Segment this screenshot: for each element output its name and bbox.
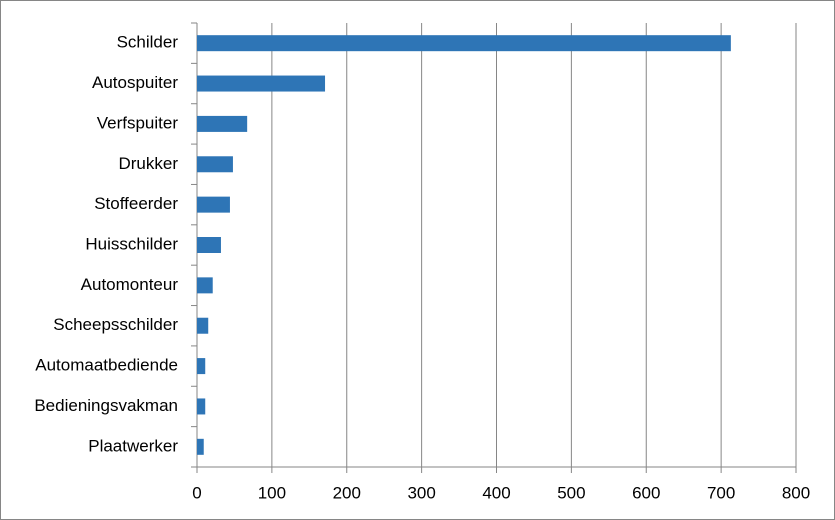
y-tick-label: Automonteur bbox=[81, 275, 179, 294]
x-tick-label: 600 bbox=[632, 483, 660, 502]
y-tick-label: Scheepsschilder bbox=[53, 315, 178, 334]
y-tick-label: Verfspuiter bbox=[97, 113, 179, 132]
y-tick-label: Schilder bbox=[117, 33, 179, 52]
bar bbox=[197, 156, 233, 173]
bar bbox=[197, 196, 230, 213]
bar bbox=[197, 358, 206, 375]
bar bbox=[197, 277, 213, 294]
bar bbox=[197, 398, 206, 415]
bar bbox=[197, 237, 221, 253]
bar bbox=[197, 75, 326, 92]
x-tick-label: 500 bbox=[557, 483, 585, 502]
x-tick-label: 700 bbox=[707, 483, 735, 502]
x-tick-label: 800 bbox=[782, 483, 810, 502]
x-tick-label: 200 bbox=[333, 483, 361, 502]
x-tick-label: 300 bbox=[407, 483, 435, 502]
y-tick-label: Drukker bbox=[118, 154, 178, 173]
y-tick-label: Plaatwerker bbox=[88, 436, 178, 455]
x-tick-label: 0 bbox=[192, 483, 201, 502]
y-tick-label: Bedieningsvakman bbox=[34, 396, 178, 415]
y-tick-label: Huisschilder bbox=[85, 234, 178, 253]
y-tick-label: Autospuiter bbox=[92, 73, 178, 92]
bar bbox=[197, 35, 731, 52]
y-tick-label: Automaatbediende bbox=[35, 356, 178, 375]
bar bbox=[197, 115, 248, 132]
x-tick-label: 100 bbox=[258, 483, 286, 502]
bar bbox=[197, 438, 204, 455]
bar bbox=[197, 317, 209, 334]
y-tick-label: Stoffeerder bbox=[94, 194, 178, 213]
x-tick-label: 400 bbox=[482, 483, 510, 502]
